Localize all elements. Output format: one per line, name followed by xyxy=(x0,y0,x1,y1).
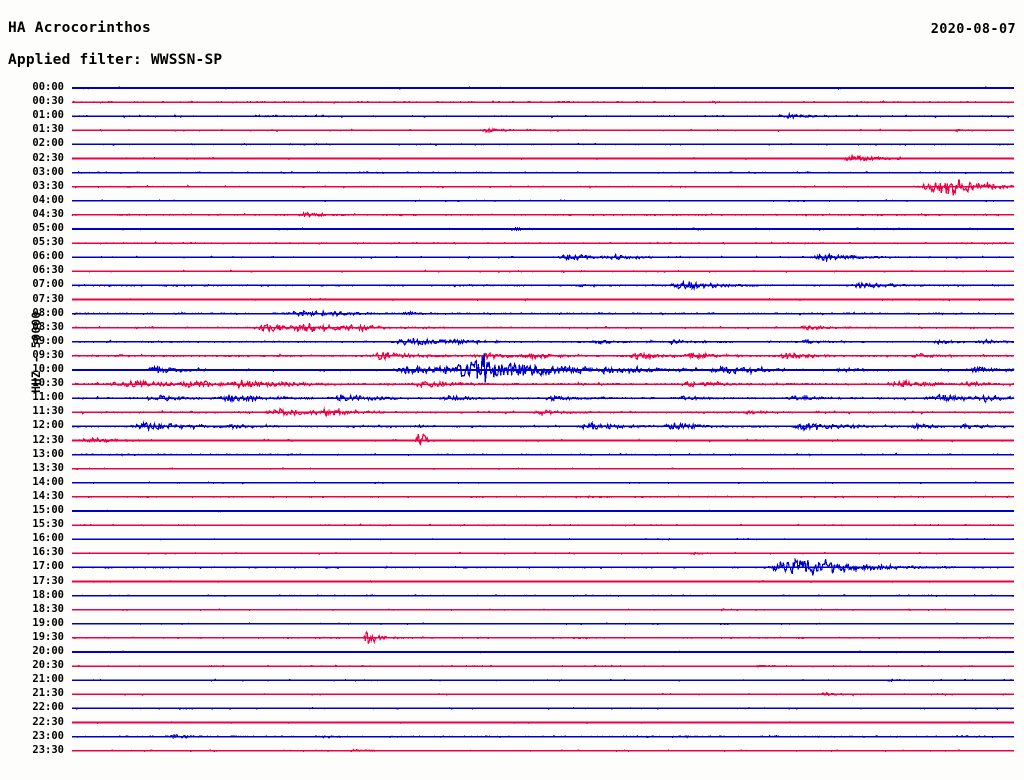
time-tick-label: 02:00 xyxy=(32,137,64,150)
time-tick-label: 16:00 xyxy=(32,532,64,545)
time-tick-label: 21:00 xyxy=(32,673,64,686)
time-tick-label: 20:00 xyxy=(32,645,64,657)
time-tick-label: 13:00 xyxy=(32,447,64,460)
time-tick-label: 03:00 xyxy=(32,165,64,178)
time-tick-label: 20:30 xyxy=(32,659,64,672)
time-tick-label: 05:00 xyxy=(32,222,64,234)
time-tick-label: 12:00 xyxy=(32,419,64,432)
time-tick-label: 14:30 xyxy=(32,489,64,502)
time-tick-label: 05:30 xyxy=(32,236,64,249)
time-tick-label: 00:00 xyxy=(32,81,64,93)
time-tick-label: 23:00 xyxy=(32,729,64,742)
time-tick-label: 22:00 xyxy=(32,701,64,714)
time-tick-label: 18:00 xyxy=(32,588,64,601)
time-tick-label: 07:30 xyxy=(32,292,64,305)
time-tick-label: 10:30 xyxy=(32,377,64,390)
time-tick-label: 15:00 xyxy=(32,504,64,516)
time-tick-label: 15:30 xyxy=(32,518,64,531)
time-tick-label: 06:00 xyxy=(32,250,64,263)
time-tick-label: 22:30 xyxy=(32,715,64,728)
time-tick-label: 16:30 xyxy=(32,546,64,559)
time-tick-label: 19:30 xyxy=(32,630,64,643)
time-tick-label: 10:00 xyxy=(32,363,64,375)
time-tick-label: 08:00 xyxy=(32,306,64,319)
time-tick-label: 06:30 xyxy=(32,264,64,277)
time-tick-label: 23:30 xyxy=(32,743,64,756)
time-tick-label: 11:30 xyxy=(32,405,64,418)
time-tick-label: 19:00 xyxy=(32,616,64,629)
time-tick-label: 13:30 xyxy=(32,461,64,474)
time-axis: 00:00 00:30 01:00 01:30 02:00 02:30 03:00 03:30… xyxy=(0,0,72,780)
time-tick-label: 17:00 xyxy=(32,560,64,573)
trace-line xyxy=(71,353,1015,383)
record-date: 2020-08-07 xyxy=(930,21,1016,37)
time-tick-label: 01:00 xyxy=(32,109,64,122)
time-tick-label: 18:30 xyxy=(32,602,64,615)
time-tick-label: 21:30 xyxy=(32,687,64,700)
time-tick-label: 03:30 xyxy=(32,179,64,192)
page-title: HA Acrocorinthos xyxy=(8,20,151,36)
time-tick-label: 09:30 xyxy=(32,348,64,361)
time-tick-label: 12:30 xyxy=(32,433,64,446)
time-tick-label: 01:30 xyxy=(32,123,64,136)
trace-line xyxy=(71,432,1015,446)
time-tick-label: 07:00 xyxy=(32,278,64,291)
time-tick-label: 11:00 xyxy=(32,391,64,404)
time-tick-label: 04:30 xyxy=(32,207,64,220)
time-tick-label: 17:30 xyxy=(32,574,64,587)
time-tick-label: 04:00 xyxy=(32,193,64,206)
time-tick-label: 09:00 xyxy=(32,334,64,347)
time-tick-label: 08:30 xyxy=(32,320,64,333)
applied-filter-label: Applied filter: WWSSN-SP xyxy=(8,52,223,68)
time-tick-label: 02:30 xyxy=(32,151,64,164)
time-tick-label: 00:30 xyxy=(32,95,64,108)
time-tick-label: 14:00 xyxy=(32,475,64,488)
